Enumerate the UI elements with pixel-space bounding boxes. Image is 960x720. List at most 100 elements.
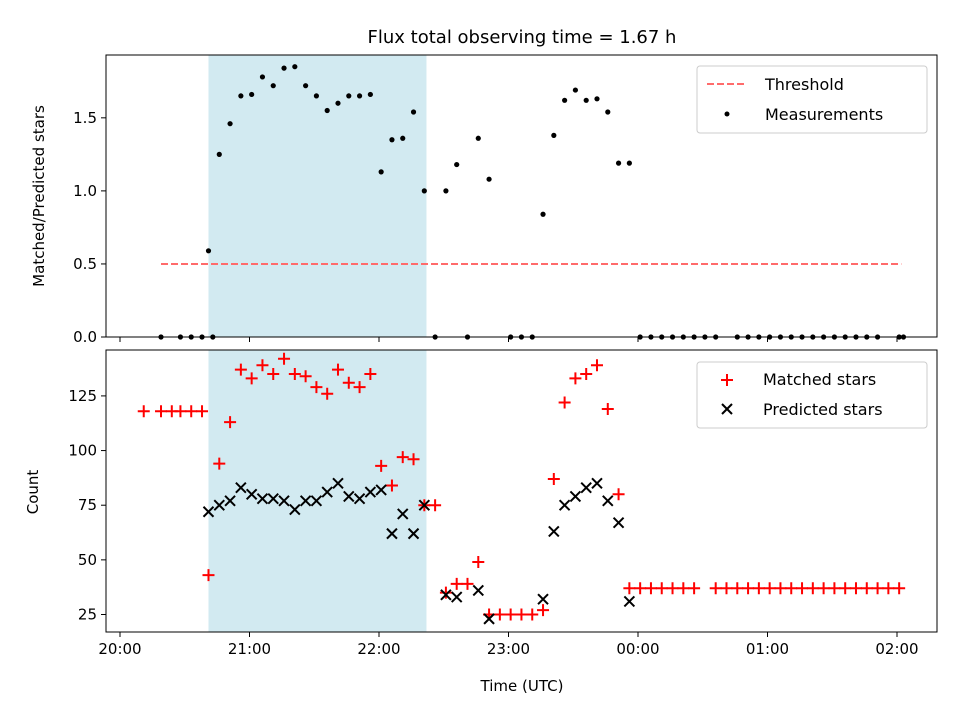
top-legend-box xyxy=(696,65,928,134)
y-tick-label: 50 xyxy=(78,551,97,569)
matched-stars-point xyxy=(407,453,420,466)
matched-stars-point xyxy=(385,479,398,492)
matched-stars-point xyxy=(396,451,409,464)
matched-stars-point xyxy=(817,582,830,595)
measurement-point xyxy=(540,211,546,217)
matched-stars-point xyxy=(439,586,452,599)
matched-stars-point xyxy=(547,472,560,485)
measurement-point xyxy=(410,109,417,115)
matched-stars-point xyxy=(342,376,355,389)
matched-stars-point xyxy=(515,608,528,621)
predicted-stars-point xyxy=(343,490,355,503)
matched-stars-point xyxy=(623,582,636,595)
matched-stars-point xyxy=(666,582,679,595)
top-axes: 0.0 0.5 1.0 1.5 Flux total observing time =… xyxy=(30,27,938,346)
predicted-stars-point xyxy=(321,486,333,498)
measurement-point xyxy=(367,91,373,98)
matched-stars-point xyxy=(526,608,539,621)
top-legend: Threshold Measurements xyxy=(696,65,928,134)
matched-stars-point xyxy=(267,368,280,381)
predicted-stars-point xyxy=(278,495,290,507)
predicted-stars-point xyxy=(224,495,236,507)
top-highlight-span xyxy=(208,55,427,337)
predicted-stars-point xyxy=(375,484,387,496)
top-data-points xyxy=(158,64,907,340)
matched-stars-point xyxy=(558,396,571,409)
matched-stars-point xyxy=(213,457,226,470)
matched-stars-point xyxy=(288,368,301,381)
matched-stars-point xyxy=(796,582,809,595)
matched-stars-point xyxy=(634,582,647,595)
matched-stars-point xyxy=(569,372,582,385)
matched-stars-point xyxy=(806,582,819,595)
matched-stars-point xyxy=(612,488,625,501)
top-y-axis-label: Matched/Predicted stars xyxy=(30,105,48,287)
y-tick-label: 125 xyxy=(68,387,97,405)
matched-stars-point xyxy=(893,582,906,595)
matched-stars-point xyxy=(709,582,722,595)
matched-stars-point xyxy=(774,582,787,595)
predicted-stars-point xyxy=(483,613,495,625)
measurement-point xyxy=(324,107,330,114)
matched-stars-point xyxy=(310,381,323,394)
measurement-point xyxy=(389,137,395,143)
bottom-y-ticks: 25 50 75 100 125 xyxy=(68,387,106,624)
measurement-point xyxy=(626,160,632,166)
predicted-stars-point xyxy=(202,506,215,518)
x-tick-label: 00:00 xyxy=(616,640,659,658)
measurement-point xyxy=(615,160,622,166)
matched-stars-point xyxy=(185,405,198,418)
measurements-legend-label: Measurements xyxy=(765,105,883,124)
y-tick-label: 25 xyxy=(78,606,97,624)
matched-stars-point xyxy=(839,582,852,595)
matched-stars-point xyxy=(321,387,334,400)
measurement-point xyxy=(205,248,212,254)
x-tick-label: 23:00 xyxy=(487,640,530,658)
matched-stars-point xyxy=(331,363,344,376)
x-tick-label: 21:00 xyxy=(228,640,271,658)
matched-stars-point xyxy=(882,582,895,595)
measurement-point xyxy=(292,64,298,70)
y-tick-label: 0.0 xyxy=(73,328,97,346)
chart-title: Flux total observing time = 1.67 h xyxy=(368,27,677,48)
measurement-point xyxy=(562,97,568,103)
bottom-legend-box xyxy=(696,361,928,429)
matched-stars-point xyxy=(256,359,269,372)
x-tick-label: 22:00 xyxy=(357,640,400,658)
top-y-ticks: 0.0 0.5 1.0 1.5 xyxy=(73,109,106,346)
matched-stars-point xyxy=(299,370,312,383)
measurement-point xyxy=(551,132,557,138)
bottom-axes-frame xyxy=(105,349,938,633)
measurement-point xyxy=(346,93,352,99)
matched-stars-legend-label: Matched stars xyxy=(763,370,876,389)
predicted-stars-point xyxy=(450,591,463,603)
measurement-point xyxy=(238,93,244,99)
matched-stars-point xyxy=(731,582,744,595)
y-tick-label: 1.5 xyxy=(73,109,97,127)
matched-stars-point xyxy=(245,372,258,385)
predicted-stars-point xyxy=(267,492,279,505)
bottom-y-axis-label: Count xyxy=(24,470,42,515)
measurement-point xyxy=(249,91,255,98)
measurement-point xyxy=(281,65,287,71)
matched-stars-point xyxy=(174,405,187,418)
matched-stars-point xyxy=(752,582,765,595)
predicted-stars-point xyxy=(256,492,269,505)
measurement-point xyxy=(378,169,384,175)
measurement-point xyxy=(400,135,406,141)
predicted-stars-point xyxy=(364,486,377,498)
y-tick-label: 1.0 xyxy=(73,182,97,200)
bottom-x-ticks: 20:00 21:00 22:00 23:00 00:00 01:00 02:00 xyxy=(98,632,919,658)
measurement-point xyxy=(313,93,320,99)
predicted-stars-point xyxy=(580,482,592,494)
measurement-point xyxy=(443,188,449,194)
matched-stars-point xyxy=(580,368,593,381)
matched-stars-point xyxy=(461,577,474,590)
predicted-stars-point xyxy=(386,527,398,540)
measurement-point xyxy=(454,161,460,168)
matched-stars-legend-swatch xyxy=(721,374,733,386)
threshold-legend-label: Threshold xyxy=(764,75,844,94)
predicted-stars-point xyxy=(623,595,636,608)
bottom-highlight-span xyxy=(208,350,427,632)
